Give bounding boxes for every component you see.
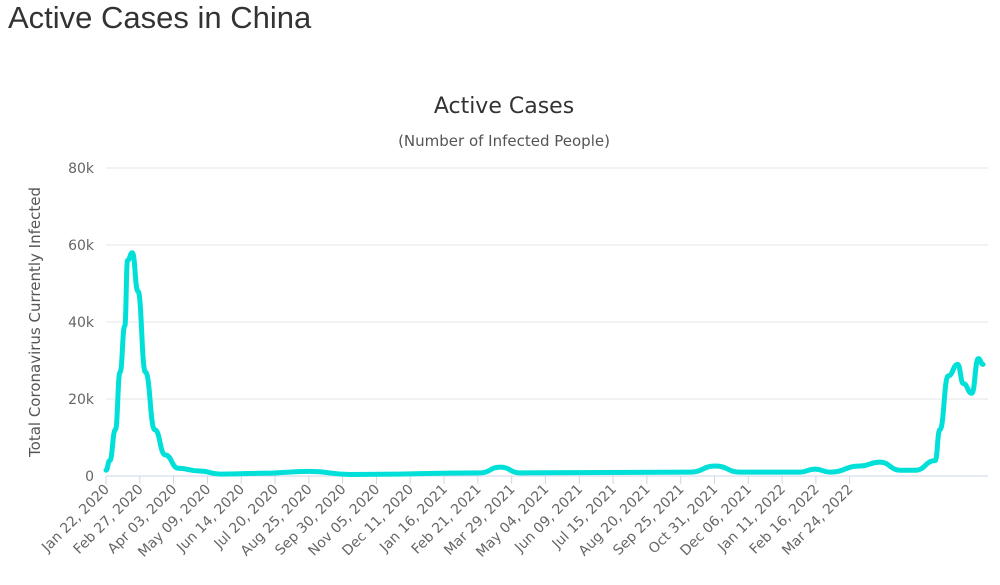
chart-title: Active Cases [434, 94, 574, 119]
page-title: Active Cases in China [8, 0, 312, 35]
y-tick-label: 80k [68, 161, 95, 177]
y-tick-label: 60k [68, 238, 95, 254]
y-tick-label: 0 [85, 469, 94, 485]
y-axis-label: Total Coronavirus Currently Infected [26, 187, 44, 458]
series-line-active-cases [103, 250, 986, 477]
y-tick-label: 20k [68, 392, 95, 408]
y-tick-label: 40k [68, 315, 95, 331]
chart-subtitle: (Number of Infected People) [398, 132, 610, 150]
